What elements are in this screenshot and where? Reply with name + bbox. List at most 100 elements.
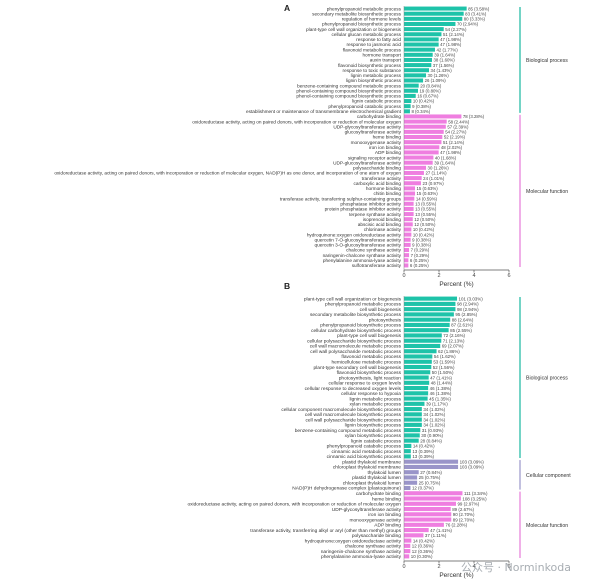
bar bbox=[404, 475, 418, 480]
data-label: 47 (1.98%) bbox=[440, 150, 462, 155]
data-label: 47 (1.98%) bbox=[440, 37, 462, 42]
bar bbox=[404, 73, 427, 78]
data-label: 85 (3.58%) bbox=[468, 6, 490, 11]
data-label: 30 (1.26%) bbox=[428, 73, 450, 78]
category-label: transferase activity, transferring alkyl… bbox=[250, 528, 401, 534]
category-label: plant-type cell wall biogenesis bbox=[337, 333, 401, 339]
bar bbox=[404, 6, 467, 11]
data-label: 28 (0.84%) bbox=[420, 438, 442, 443]
category-label: cellular response to hypoxia bbox=[341, 391, 401, 397]
category-label: xylan biosynthetic process bbox=[345, 433, 402, 439]
category-label: response to jasmonic acid bbox=[346, 42, 401, 48]
category-label: cellular polysaccharide biosynthetic pro… bbox=[307, 338, 402, 344]
bar bbox=[404, 222, 413, 227]
category-label: terpene synthase activity bbox=[349, 212, 402, 218]
data-label: 52 (1.56%) bbox=[433, 365, 455, 370]
bar bbox=[404, 52, 433, 57]
bar bbox=[404, 63, 432, 68]
bar bbox=[404, 109, 410, 114]
category-label: abscisic acid binding bbox=[358, 222, 402, 228]
category-label: phenol-containing compound biosynthetic … bbox=[296, 88, 401, 94]
bar bbox=[404, 21, 456, 26]
bar bbox=[404, 88, 418, 93]
category-label: lignin catabolic process bbox=[351, 438, 402, 444]
data-label: 103 (3.09%) bbox=[460, 465, 485, 470]
data-label: 62 (1.86%) bbox=[438, 349, 460, 354]
category-label: naringenin-chalcone synthase activity bbox=[323, 253, 402, 259]
data-label: 30 (1.26%) bbox=[428, 166, 450, 171]
category-label: NAD(P)H dehydrogenase complex (plastoqui… bbox=[292, 486, 401, 492]
category-label: glucosyltransferase activity bbox=[345, 130, 402, 136]
category-label: response to toxic substance bbox=[343, 68, 402, 74]
category-label: chloroplast thylakoid membrane bbox=[333, 465, 401, 471]
bar bbox=[404, 68, 430, 73]
bar bbox=[404, 491, 463, 496]
bar bbox=[404, 78, 424, 83]
category-label: benzene-containing compound metabolic pr… bbox=[297, 83, 402, 89]
bar bbox=[404, 480, 418, 485]
group-label: Biological process bbox=[526, 376, 568, 382]
data-label: 83 (3.41%) bbox=[465, 11, 487, 16]
category-label: monooxygenase activity bbox=[351, 140, 402, 146]
bar bbox=[404, 338, 442, 343]
data-label: 20 (0.84%) bbox=[420, 83, 442, 88]
category-label: heme binding bbox=[373, 135, 402, 141]
category-label: hormone binding bbox=[366, 186, 402, 192]
category-label: polysaccharide binding bbox=[353, 166, 401, 172]
bar bbox=[404, 301, 456, 306]
bar bbox=[404, 354, 433, 359]
data-label: 40 (1.68%) bbox=[435, 155, 457, 160]
panel-label: A bbox=[284, 3, 290, 13]
bar bbox=[404, 217, 413, 222]
category-label: protein phosphatase inhibitor activity bbox=[325, 207, 402, 213]
data-label: 95 (2.85%) bbox=[455, 312, 477, 317]
data-label: 89 (2.67%) bbox=[452, 507, 474, 512]
data-label: 52 (2.19%) bbox=[444, 135, 466, 140]
data-label: 80 (3.33%) bbox=[464, 17, 486, 22]
bar bbox=[404, 181, 421, 186]
data-label: 46 (1.38%) bbox=[430, 386, 452, 391]
bar bbox=[404, 296, 458, 301]
category-label: lignin metabolic process bbox=[349, 396, 401, 402]
bar bbox=[404, 27, 444, 32]
data-label: 45 (1.35%) bbox=[429, 396, 451, 401]
data-label: 98 (2.94%) bbox=[457, 302, 479, 307]
bar bbox=[404, 543, 411, 548]
bar bbox=[404, 343, 441, 349]
bar bbox=[404, 454, 411, 459]
data-label: 34 (1.43%) bbox=[431, 68, 453, 73]
category-label: sulfotransferase activity bbox=[352, 263, 402, 269]
category-label: plastid thylakoid lumen bbox=[352, 475, 401, 481]
data-label: 6 (0.25%) bbox=[410, 258, 429, 263]
category-label: lignin biosynthetic process bbox=[345, 423, 402, 429]
category-label: oxidoreductase activity, acting on paire… bbox=[54, 171, 401, 177]
bar bbox=[404, 170, 424, 175]
data-label: 24 (1.01%) bbox=[423, 176, 445, 181]
category-label: heme binding bbox=[372, 496, 401, 502]
bar bbox=[404, 549, 411, 554]
x-tick-label: 6 bbox=[507, 564, 510, 570]
data-label: 38 (1.60%) bbox=[434, 58, 456, 63]
bar bbox=[404, 47, 435, 52]
bar bbox=[404, 140, 442, 145]
x-tick-label: 0 bbox=[402, 273, 405, 279]
bar bbox=[404, 459, 459, 464]
category-label: ADP binding bbox=[375, 150, 402, 156]
category-label: transferase activity bbox=[362, 176, 402, 182]
category-label: chlorinase activity bbox=[364, 227, 402, 233]
data-label: 13 (0.55%) bbox=[415, 201, 437, 206]
data-label: 46 (1.38%) bbox=[430, 391, 452, 396]
category-label: phenylpropanoid catabolic process bbox=[327, 444, 402, 450]
data-label: 13 (0.39%) bbox=[412, 454, 434, 459]
data-label: 108 (3.25%) bbox=[462, 496, 487, 501]
bar bbox=[404, 237, 411, 242]
bar bbox=[404, 375, 429, 380]
category-label: carboxylic acid binding bbox=[354, 181, 402, 187]
bar bbox=[404, 119, 447, 124]
panel-label: B bbox=[284, 281, 290, 291]
category-label: carbohydrate binding bbox=[356, 491, 401, 497]
bar bbox=[404, 263, 409, 268]
bar bbox=[404, 248, 410, 253]
group-label: Biological process bbox=[526, 58, 568, 64]
category-label: quercetin 7-O-glucosyltransferase activi… bbox=[314, 237, 401, 243]
